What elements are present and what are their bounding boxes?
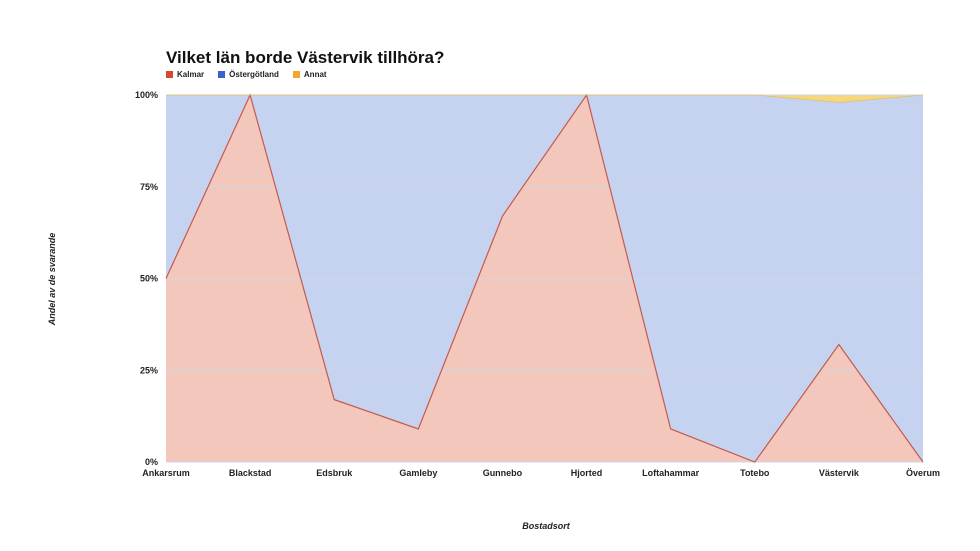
x-axis-title: Bostadsort: [522, 521, 571, 531]
legend-swatch-kalmar: [166, 71, 173, 78]
x-tick-label: Edsbruk: [316, 468, 353, 478]
x-tick-label: Ankarsrum: [142, 468, 190, 478]
x-tick-label: Hjorted: [571, 468, 603, 478]
x-tick-label: Gunnebo: [483, 468, 523, 478]
legend-item-annat[interactable]: Annat: [292, 70, 327, 79]
legend-label-ostergotland: Östergötland: [229, 70, 279, 79]
x-tick-label: Överum: [906, 468, 940, 478]
legend-label-annat: Annat: [303, 70, 327, 79]
x-tick-label: Loftahammar: [642, 468, 700, 478]
y-tick-label: 50%: [140, 274, 158, 284]
y-tick-label: 0%: [145, 457, 158, 467]
x-axis-ticks: Ankarsrum Blackstad Edsbruk Gamleby Gunnebo H…: [142, 468, 940, 478]
legend-item-ostergotland[interactable]: Östergötland: [218, 70, 279, 79]
y-axis-title: Andel av de svarande: [47, 233, 57, 327]
legend-item-kalmar[interactable]: Kalmar: [166, 70, 204, 79]
series-lines: [165, 93, 924, 463]
y-axis-ticks: 0% 25% 50% 75% 100%: [135, 90, 158, 467]
chart-title: Vilket län borde Västervik tillhöra?: [166, 48, 445, 67]
legend-swatch-ostergotland: [218, 71, 226, 78]
legend: Kalmar Östergötland Annat: [166, 70, 327, 79]
line-kalmar[interactable]: [165, 93, 924, 463]
x-tick-label: Blackstad: [229, 468, 272, 478]
line-annat[interactable]: [166, 94, 924, 103]
x-tick-label: Västervik: [819, 468, 860, 478]
legend-label-kalmar: Kalmar: [177, 70, 205, 79]
x-tick-label: Gamleby: [399, 468, 437, 478]
y-tick-label: 75%: [140, 182, 158, 192]
y-tick-label: 100%: [135, 90, 158, 100]
y-tick-label: 25%: [140, 365, 158, 375]
x-tick-label: Totebo: [740, 468, 770, 478]
legend-swatch-annat: [292, 71, 300, 78]
